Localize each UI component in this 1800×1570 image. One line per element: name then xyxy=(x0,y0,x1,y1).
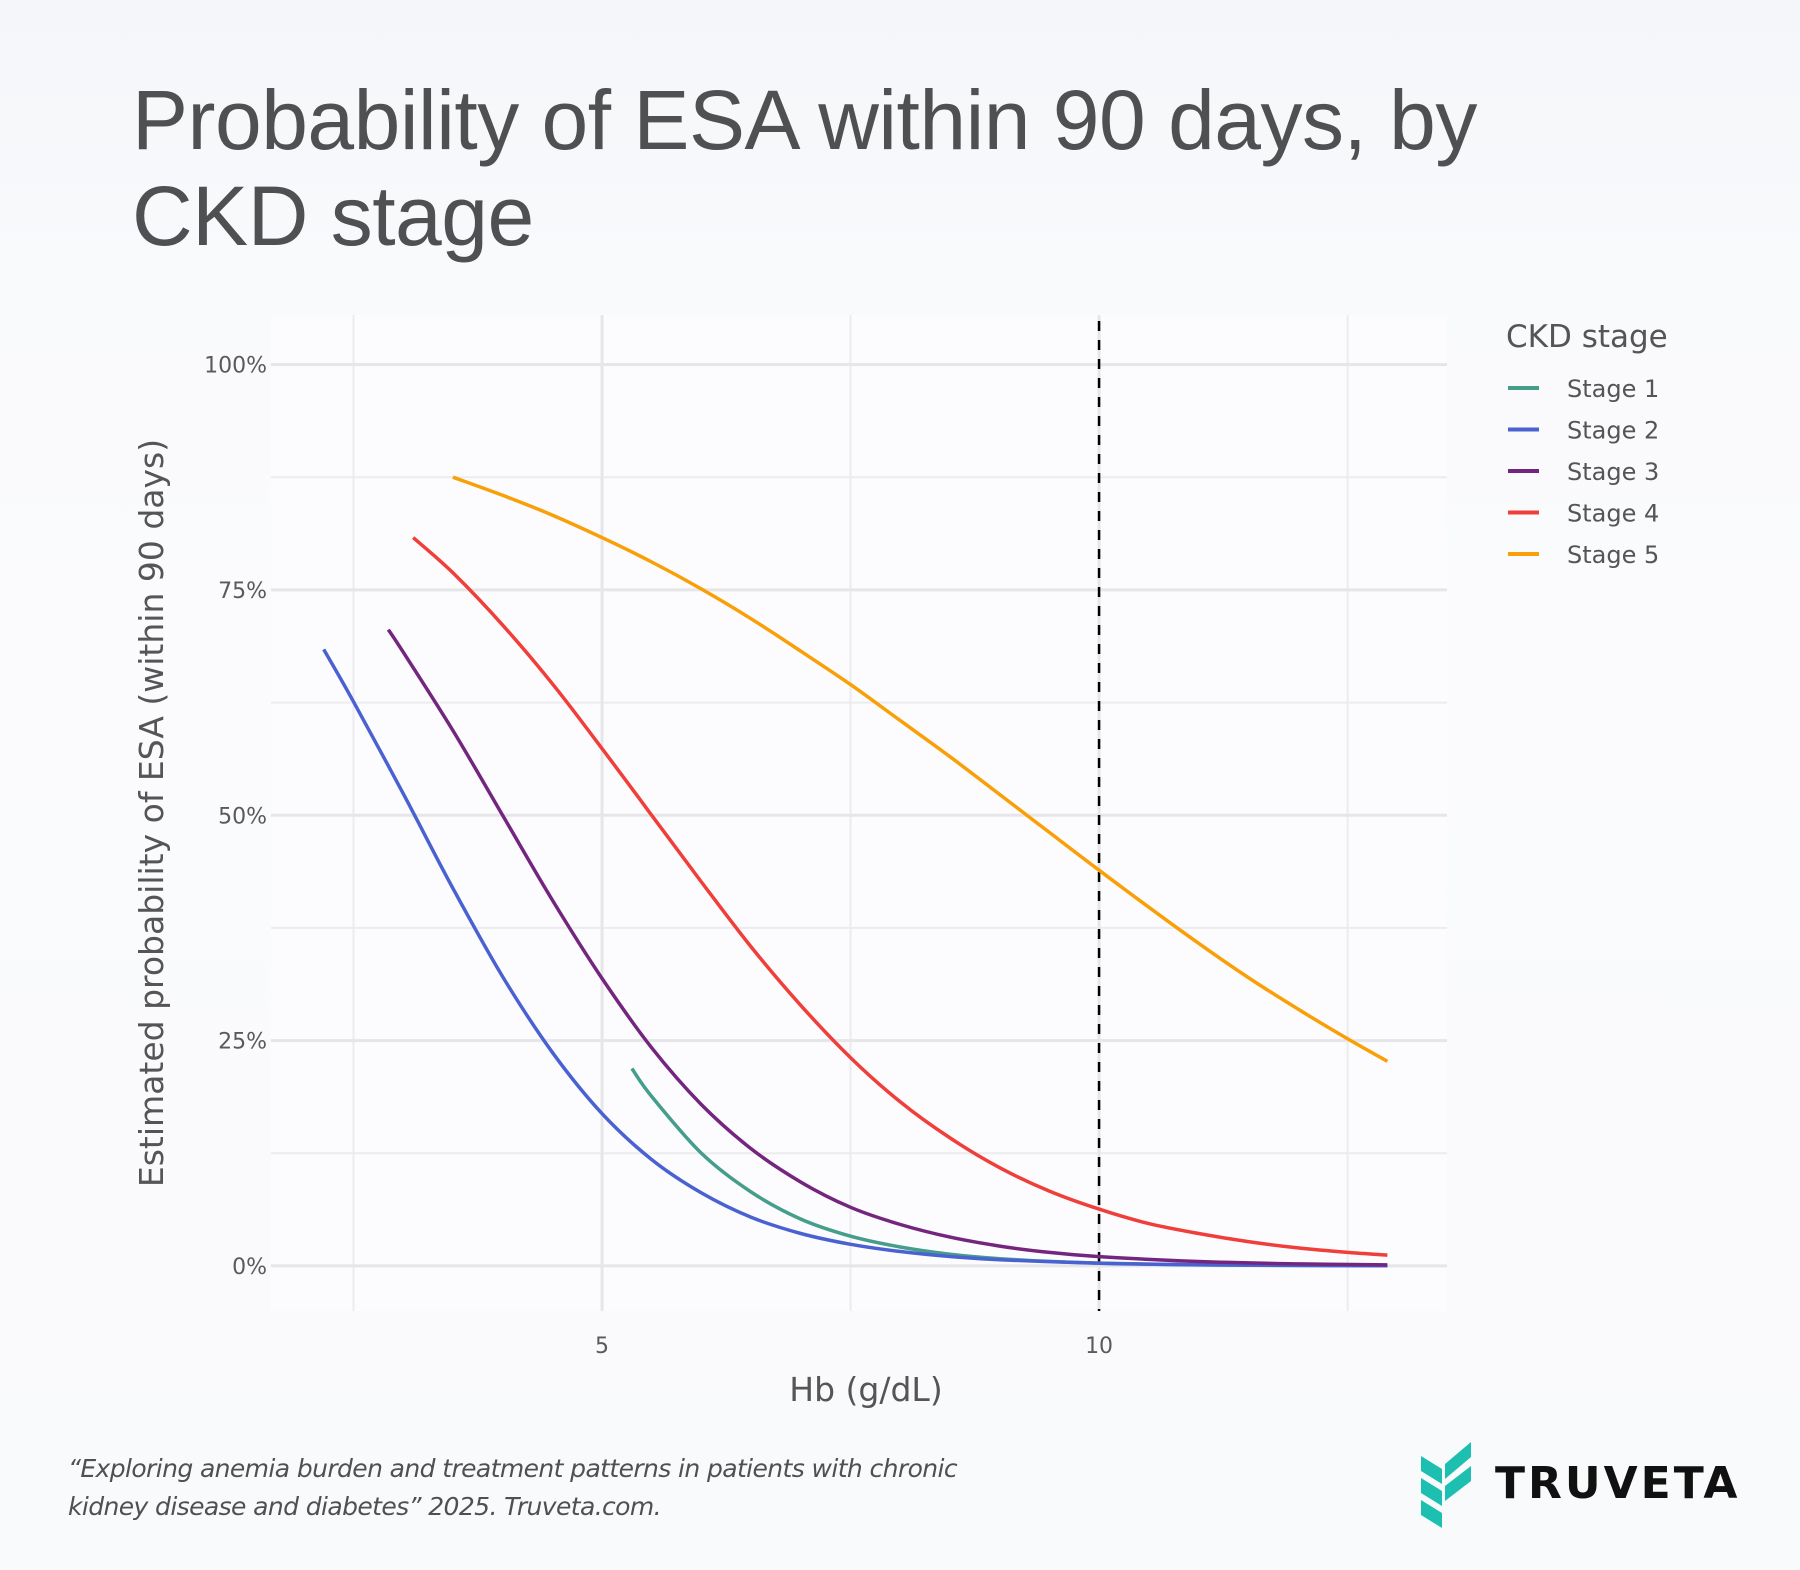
legend-label: Stage 5 xyxy=(1567,541,1659,569)
legend-item-stage-3[interactable]: Stage 3 xyxy=(1508,458,1659,486)
citation-footer: “Exploring anemia burden and treatment p… xyxy=(68,1450,1068,1526)
chart-title-line-2: CKD stage xyxy=(132,169,534,263)
truveta-leaf-icon xyxy=(1421,1442,1471,1528)
series-line-stage-4 xyxy=(412,536,1388,1257)
x-axis-title: Hb (g/dL) xyxy=(789,1370,942,1409)
y-tick-label: 75% xyxy=(218,579,267,604)
legend-label: Stage 1 xyxy=(1567,375,1659,403)
minor-gridlines xyxy=(271,315,1447,1311)
y-tick-label: 100% xyxy=(204,354,267,379)
legend-title: CKD stage xyxy=(1506,319,1668,355)
chart-title-line-1: Probability of ESA within 90 days, by xyxy=(132,73,1477,167)
legend-label: Stage 4 xyxy=(1567,500,1659,528)
legend: CKD stage Stage 1 Stage 2 Stage 3 Stage 4 St… xyxy=(1506,319,1668,569)
legend-item-stage-1[interactable]: Stage 1 xyxy=(1508,375,1659,403)
x-tick-labels: 5 10 xyxy=(595,1334,1113,1359)
legend-label: Stage 2 xyxy=(1567,417,1659,445)
y-tick-label: 50% xyxy=(218,804,267,829)
series-line-stage-3 xyxy=(386,628,1388,1267)
x-tick-label: 5 xyxy=(595,1334,609,1359)
y-tick-labels: 0% 25% 50% 75% 100% xyxy=(204,354,267,1280)
y-tick-label: 25% xyxy=(218,1030,267,1055)
x-tick-label: 10 xyxy=(1085,1334,1113,1359)
y-tick-label: 0% xyxy=(232,1255,267,1280)
legend-label: Stage 3 xyxy=(1567,458,1659,486)
series-line-stage-2 xyxy=(322,648,1388,1268)
logo-wordmark: TRUVETA xyxy=(1495,1458,1741,1509)
y-axis-title: Estimated probability of ESA (within 90 … xyxy=(132,439,171,1187)
plot-area xyxy=(271,315,1447,1311)
series-line-stage-5 xyxy=(452,475,1389,1063)
legend-item-stage-2[interactable]: Stage 2 xyxy=(1508,417,1659,445)
chart-title: Probability of ESA within 90 days, by CK… xyxy=(132,72,1632,264)
truveta-logo: TRUVETA xyxy=(1418,1438,1748,1533)
citation-line-1: “Exploring anemia burden and treatment p… xyxy=(68,1454,958,1483)
legend-item-stage-5[interactable]: Stage 5 xyxy=(1508,541,1659,569)
legend-item-stage-4[interactable]: Stage 4 xyxy=(1508,500,1659,528)
series-group xyxy=(322,475,1389,1268)
citation-line-2: kidney disease and diabetes” 2025. Truve… xyxy=(68,1492,662,1521)
